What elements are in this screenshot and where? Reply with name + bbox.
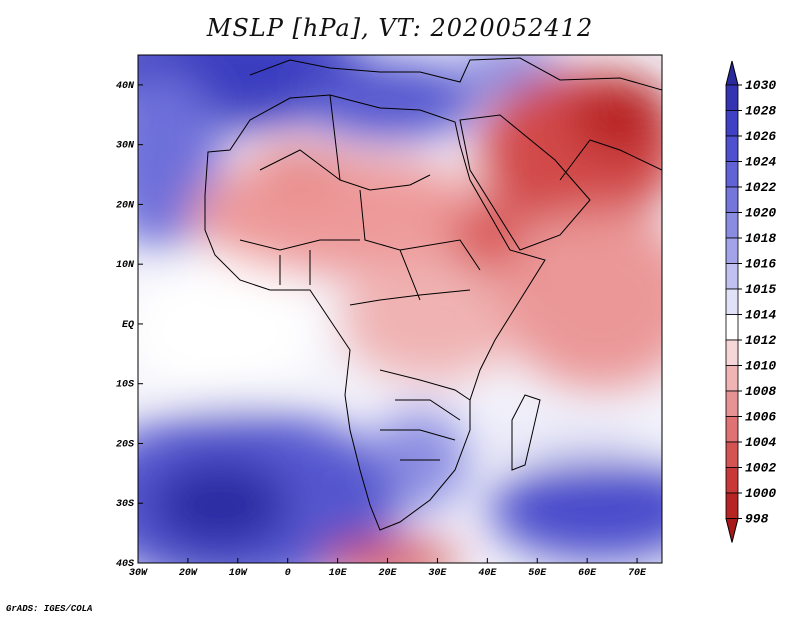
colorbar-label: 1020 xyxy=(745,206,776,221)
x-tick-label: 60E xyxy=(578,568,597,579)
colorbar-label: 1028 xyxy=(745,104,776,119)
map-title: MSLP [hPa], VT: 2020052412 xyxy=(206,14,594,42)
colorbar-label: 1030 xyxy=(745,78,776,93)
y-tick-label: 20S xyxy=(116,439,134,450)
colorbar-label: 1015 xyxy=(745,282,776,297)
colorbar-label: 998 xyxy=(745,512,769,527)
colorbar-swatch xyxy=(725,416,739,443)
coastlines xyxy=(204,57,662,531)
colorbar-swatch xyxy=(725,110,739,137)
x-tick-label: 20W xyxy=(179,568,198,579)
x-tick-label: 30W xyxy=(129,568,148,579)
y-tick-label: EQ xyxy=(122,320,134,331)
colorbar-swatch xyxy=(725,339,739,366)
colorbar-swatch xyxy=(725,492,739,519)
x-tick-label: 20E xyxy=(379,568,398,579)
colorbar-bottom-arrow xyxy=(725,518,739,543)
x-tick-label: 50E xyxy=(528,568,547,579)
colorbar-label: 1022 xyxy=(745,180,776,195)
x-tick-label: 70E xyxy=(628,568,647,579)
colorbar-label: 1004 xyxy=(745,435,776,450)
colorbar-label: 1008 xyxy=(745,384,776,399)
credit-text: GrADS: IGES/COLA xyxy=(6,604,93,614)
colorbar: 1030 1028 1026 1024 1022 1020 1018 1016 1015 1014… xyxy=(725,60,776,543)
colorbar-label: 1014 xyxy=(745,308,776,323)
colorbar-swatch xyxy=(725,135,739,162)
colorbar-label: 1026 xyxy=(745,129,776,144)
colorbar-label: 1010 xyxy=(745,359,776,374)
colorbar-label: 1012 xyxy=(745,333,776,348)
colorbar-swatch xyxy=(725,467,739,494)
colorbar-swatch xyxy=(725,161,739,188)
y-tick-label: 10S xyxy=(116,380,134,391)
colorbar-swatch xyxy=(725,263,739,290)
colorbar-swatch xyxy=(725,84,739,111)
colorbar-label: 1006 xyxy=(745,410,776,425)
y-tick-label: 10N xyxy=(116,260,135,271)
axis-ticks: 30W 20W 10W 0 10E 20E 30E 40E 50E 60E 70E 40N 30N 20N… xyxy=(116,81,647,579)
colorbar-swatch xyxy=(725,365,739,392)
x-tick-label: 40E xyxy=(478,568,497,579)
plot-frame xyxy=(137,54,663,564)
colorbar-swatch xyxy=(725,212,739,239)
colorbar-label: 1002 xyxy=(745,461,776,476)
x-tick-label: 10E xyxy=(329,568,348,579)
colorbar-swatch xyxy=(725,314,739,341)
y-tick-label: 30N xyxy=(116,141,135,152)
colorbar-swatch xyxy=(725,288,739,315)
colorbar-swatch xyxy=(725,186,739,213)
colorbar-label: 1016 xyxy=(745,257,776,272)
colorbar-top-arrow xyxy=(725,60,739,86)
colorbar-swatch xyxy=(725,441,739,468)
x-tick-label: 10W xyxy=(229,568,248,579)
colorbar-swatch xyxy=(725,237,739,264)
pressure-field xyxy=(138,55,662,563)
y-tick-label: 40N xyxy=(116,81,135,92)
y-tick-label: 40S xyxy=(116,559,134,570)
x-tick-label: 0 xyxy=(285,568,291,579)
colorbar-label: 1000 xyxy=(745,486,776,501)
y-tick-label: 30S xyxy=(116,499,134,510)
colorbar-label: 1024 xyxy=(745,155,776,170)
y-tick-label: 20N xyxy=(116,200,135,211)
colorbar-label: 1018 xyxy=(745,231,776,246)
x-tick-label: 30E xyxy=(428,568,447,579)
colorbar-swatch xyxy=(725,390,739,417)
